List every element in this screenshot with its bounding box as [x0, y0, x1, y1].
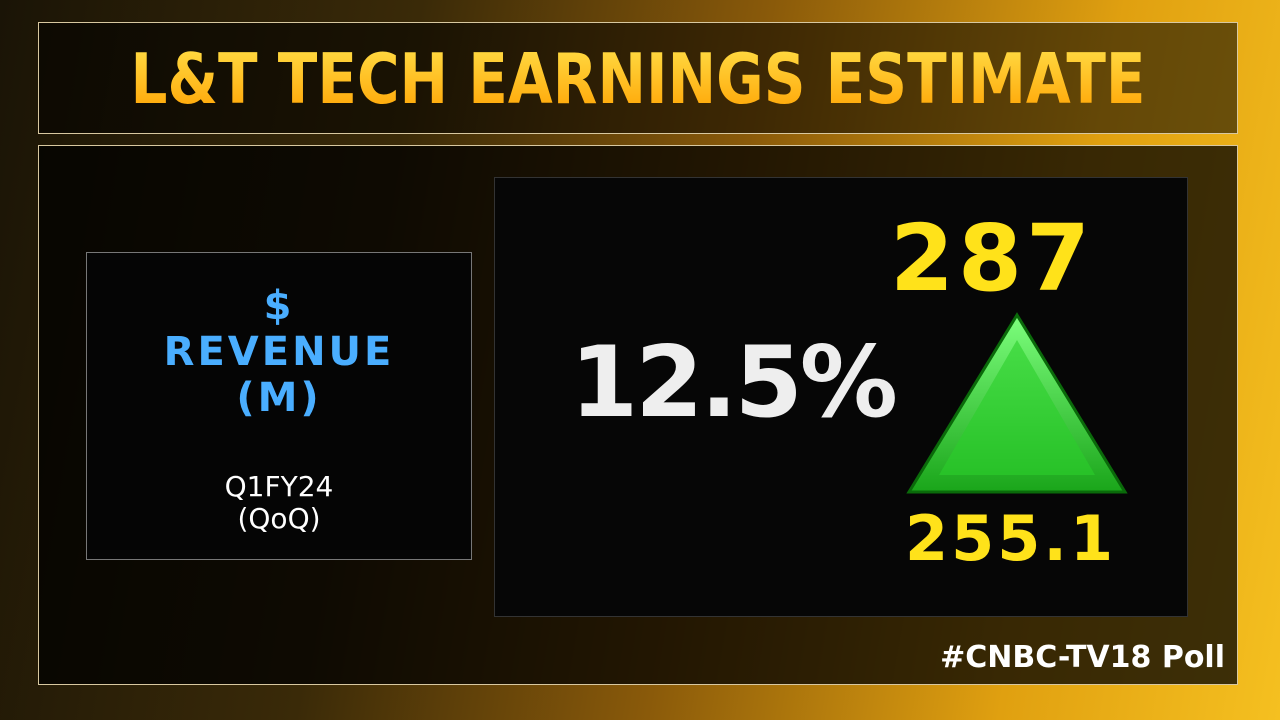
- metric-symbol: $: [263, 283, 295, 329]
- estimate-box: [494, 177, 1188, 617]
- title: L&T TECH EARNINGS ESTIMATE: [39, 38, 1237, 120]
- period: Q1FY24: [224, 470, 334, 503]
- current-value: 287: [890, 205, 1095, 312]
- metric-unit: (M): [236, 375, 322, 421]
- previous-value: 255.1: [905, 502, 1117, 575]
- basis: (QoQ): [237, 502, 321, 535]
- title-bar: L&T TECH EARNINGS ESTIMATE: [38, 22, 1238, 134]
- change: 12.5%: [570, 326, 898, 440]
- metric-box: $ REVENUE (M) Q1FY24 (QoQ): [86, 252, 472, 560]
- up-arrow: [906, 312, 1128, 494]
- metric-name: REVENUE: [163, 329, 395, 375]
- footer-tag: #CNBC-TV18 Poll: [940, 640, 1225, 675]
